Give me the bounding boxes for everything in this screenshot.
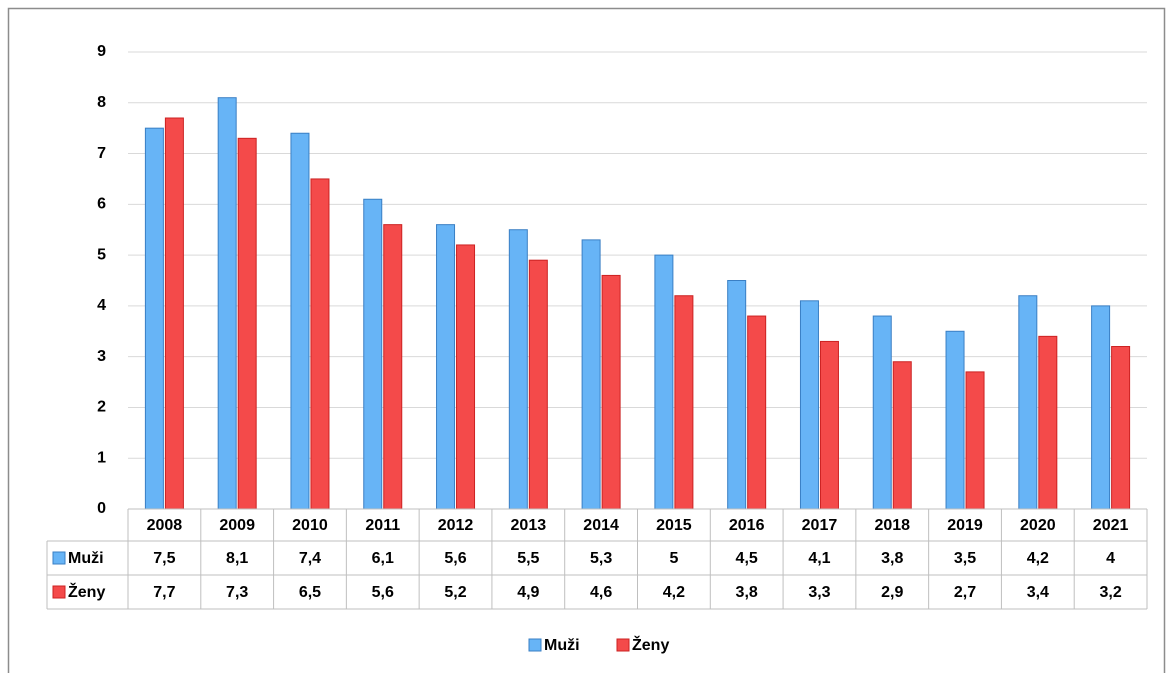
table-value: 4,6: [590, 584, 612, 601]
bar: [508, 229, 528, 510]
bar: [799, 300, 819, 510]
table-value: 7,4: [299, 550, 321, 567]
x-tick-label: 2016: [729, 517, 765, 534]
table-value: 5,6: [444, 550, 466, 567]
y-tick-label: 9: [97, 43, 106, 60]
y-tick-label: 0: [97, 500, 106, 517]
legend-label: Ženy: [632, 635, 669, 654]
bar: [456, 244, 476, 510]
bar: [674, 295, 694, 510]
x-tick-label: 2012: [438, 517, 474, 534]
bar: [945, 330, 965, 510]
table-value: 3,5: [954, 550, 976, 567]
x-tick-label: 2008: [147, 517, 183, 534]
bar: [528, 259, 548, 510]
bar: [727, 280, 747, 510]
table-value: 7,7: [153, 584, 175, 601]
x-tick-label: 2015: [656, 517, 692, 534]
table-value: 5,2: [444, 584, 466, 601]
x-tick-label: 2009: [219, 517, 255, 534]
bar: [872, 315, 892, 510]
table-value: 5,5: [517, 550, 539, 567]
table-row-label: Ženy: [68, 582, 105, 601]
table-row-label: Muži: [68, 550, 104, 567]
table-value: 3,8: [736, 584, 758, 601]
y-tick-label: 4: [97, 297, 106, 314]
bar: [1018, 295, 1038, 510]
bar: [310, 178, 330, 510]
bar: [436, 224, 456, 510]
x-tick-label: 2018: [874, 517, 910, 534]
bar: [1038, 335, 1058, 510]
bar: [892, 361, 912, 510]
table-value: 4,5: [736, 550, 758, 567]
y-tick-label: 6: [97, 196, 106, 213]
table-value: 7,3: [226, 584, 248, 601]
table-value: 3,3: [808, 584, 830, 601]
table-value: 4: [1106, 550, 1115, 567]
bar: [581, 239, 601, 510]
bar: [965, 371, 985, 510]
table-value: 5,3: [590, 550, 612, 567]
table-value: 2,9: [881, 584, 903, 601]
y-tick-label: 5: [97, 246, 106, 263]
bar: [363, 198, 383, 510]
y-tick-label: 7: [97, 145, 106, 162]
table-value: 4,2: [663, 584, 685, 601]
y-tick-label: 8: [97, 94, 106, 111]
bar: [164, 117, 184, 510]
y-tick-label: 3: [97, 348, 106, 365]
x-tick-label: 2020: [1020, 517, 1056, 534]
legend-key: [528, 638, 542, 652]
x-tick-label: 2014: [583, 517, 619, 534]
table-value: 8,1: [226, 550, 248, 567]
y-tick-label: 2: [97, 399, 106, 416]
table-value: 4,9: [517, 584, 539, 601]
x-tick-label: 2019: [947, 517, 983, 534]
bar: [747, 315, 767, 510]
table-value: 5: [669, 550, 678, 567]
bar: [237, 137, 257, 510]
table-value: 4,1: [808, 550, 830, 567]
table-value: 3,8: [881, 550, 903, 567]
legend-key: [616, 638, 630, 652]
bar: [144, 127, 164, 510]
table-value: 3,4: [1027, 584, 1049, 601]
bar: [819, 340, 839, 510]
table-value: 6,5: [299, 584, 321, 601]
x-tick-label: 2021: [1093, 517, 1129, 534]
table-value: 7,5: [153, 550, 175, 567]
x-tick-label: 2017: [802, 517, 838, 534]
table-legend-key: [52, 585, 66, 599]
table-value: 5,6: [372, 584, 394, 601]
bar: [654, 254, 674, 510]
table-value: 6,1: [372, 550, 394, 567]
table-value: 4,2: [1027, 550, 1049, 567]
x-tick-label: 2010: [292, 517, 328, 534]
table-value: 2,7: [954, 584, 976, 601]
x-tick-label: 2011: [365, 517, 400, 534]
table-legend-key: [52, 551, 66, 565]
bar: [383, 224, 403, 510]
x-tick-label: 2013: [511, 517, 547, 534]
bar: [1091, 305, 1111, 510]
table-value: 3,2: [1099, 584, 1121, 601]
legend-label: Muži: [544, 637, 580, 654]
bar: [601, 274, 621, 510]
y-tick-label: 1: [97, 449, 106, 466]
bar: [290, 132, 310, 510]
bar: [217, 97, 237, 510]
bar: [1111, 346, 1131, 510]
